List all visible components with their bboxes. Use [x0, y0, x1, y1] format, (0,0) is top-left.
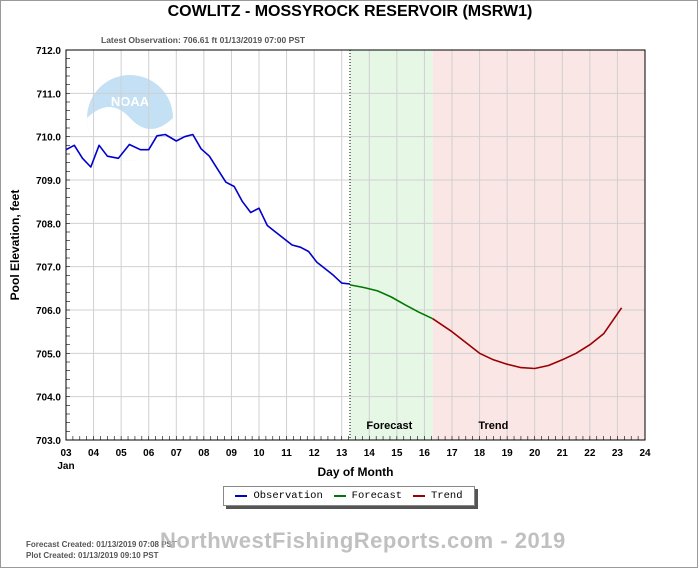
site-watermark: NorthwestFishingReports.com - 2019: [160, 528, 566, 553]
region-forecast: [349, 50, 433, 440]
legend-label-trend: Trend: [431, 490, 463, 502]
x-tick-label: 19: [502, 448, 514, 459]
x-tick-label: 06: [143, 448, 155, 459]
trend-swatch: [413, 495, 425, 497]
y-tick-label: 711.0: [37, 89, 62, 100]
legend-label-forecast: Forecast: [351, 490, 403, 502]
region-trend: [432, 50, 645, 440]
legend-item-observation: Observation: [235, 490, 323, 502]
x-tick-label: 20: [529, 448, 541, 459]
x-tick-sublabel: Jan: [57, 461, 74, 472]
y-tick-label: 709.0: [36, 176, 61, 187]
observation-swatch: [235, 495, 248, 497]
noaa-logo-wave: [87, 107, 173, 161]
noaa-logo: NOAA: [87, 75, 173, 161]
legend-item-trend: Trend: [413, 490, 463, 502]
chart-legend: Observation Forecast Trend: [223, 486, 475, 506]
y-tick-label: 708.0: [36, 219, 61, 230]
plot-created-label: Plot Created: 01/13/2019 09:10 PST: [26, 551, 159, 560]
x-tick-label: 22: [584, 448, 596, 459]
y-axis-label: Pool Elevation, feet: [8, 190, 22, 301]
y-tick-label: 705.0: [36, 349, 61, 360]
forecast-created-label: Forecast Created: 01/13/2019 07:08 PST: [26, 540, 177, 549]
series-line-forecast: [349, 284, 434, 320]
x-tick-label: 12: [309, 448, 321, 459]
x-tick-label: 17: [446, 448, 458, 459]
x-tick-label: 11: [281, 448, 292, 459]
x-tick-label: 03: [60, 448, 72, 459]
forecast-swatch: [333, 495, 346, 497]
y-tick-label: 703.0: [36, 436, 61, 447]
x-tick-label: 16: [419, 448, 431, 459]
series-line-trend: [432, 307, 623, 370]
noaa-logo-circle: [87, 75, 173, 161]
x-tick-label: 15: [391, 448, 403, 459]
y-tick-label: 706.0: [36, 306, 61, 317]
legend-item-forecast: Forecast: [333, 490, 403, 502]
x-tick-label: 07: [171, 448, 183, 459]
x-tick-label: 13: [336, 448, 348, 459]
x-tick-label: 18: [474, 448, 486, 459]
series-line-observation: [65, 133, 351, 285]
latest-observation-label: Latest Observation: 706.61 ft 01/13/2019…: [101, 35, 306, 45]
chart-title: COWLITZ - MOSSYROCK RESERVOIR (MSRW1): [167, 3, 533, 20]
x-tick-label: 05: [116, 448, 128, 459]
x-tick-label: 04: [88, 448, 100, 459]
y-tick-label: 710.0: [36, 133, 61, 144]
region-label-trend: Trend: [478, 420, 508, 432]
plot-border: [65, 49, 646, 441]
x-tick-label: 14: [364, 448, 376, 459]
x-tick-label: 24: [639, 448, 651, 459]
y-tick-label: 704.0: [36, 393, 61, 404]
x-tick-label: 08: [198, 448, 210, 459]
x-tick-label: 10: [253, 448, 265, 459]
y-tick-label: 707.0: [36, 263, 61, 274]
x-tick-label: 21: [557, 448, 569, 459]
y-tick-label: 712.0: [36, 46, 61, 57]
x-axis-label: Day of Month: [318, 465, 394, 479]
region-label-forecast: Forecast: [366, 420, 412, 432]
x-tick-label: 09: [226, 448, 238, 459]
legend-label-observation: Observation: [253, 490, 323, 502]
noaa-logo-text: NOAA: [111, 94, 150, 109]
x-tick-label: 23: [612, 448, 624, 459]
